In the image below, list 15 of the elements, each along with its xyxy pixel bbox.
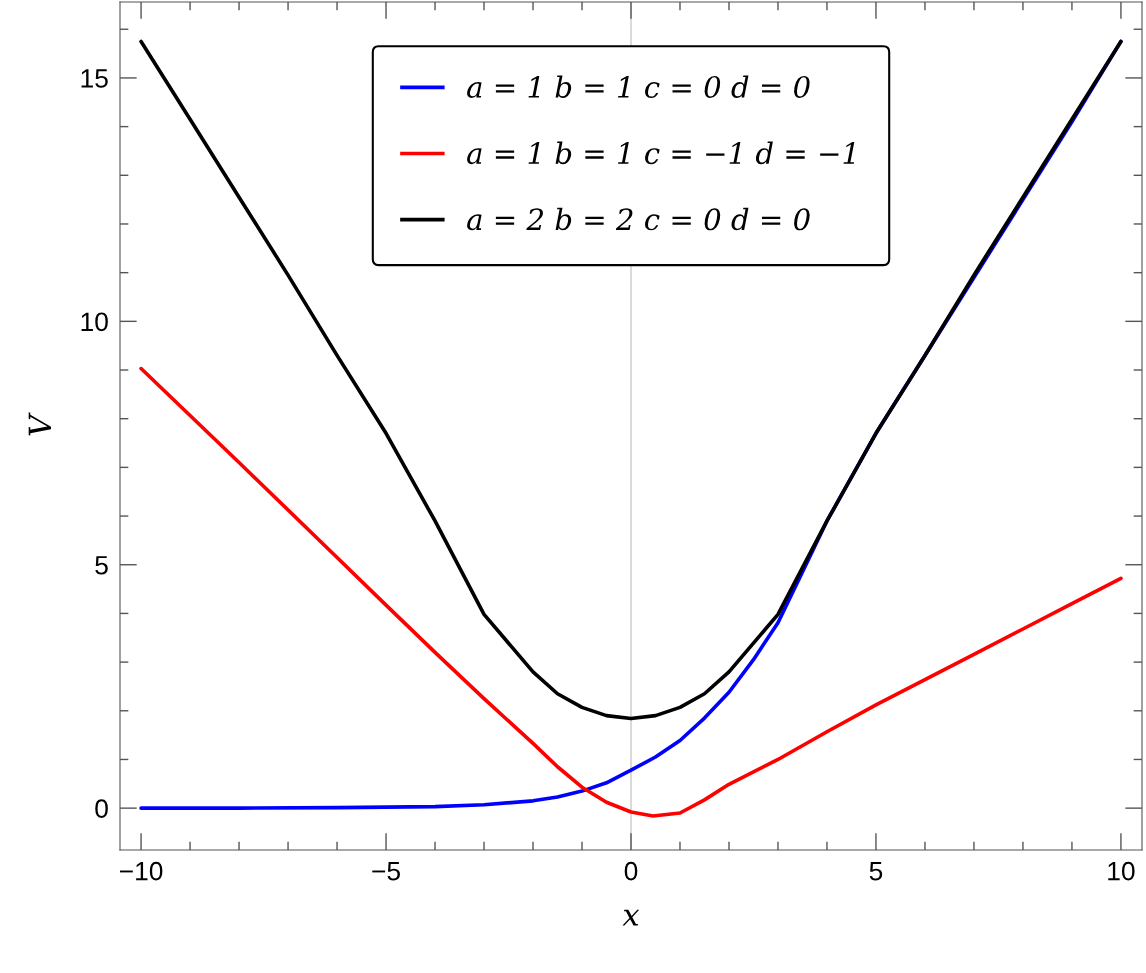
x-tick-label: 0 bbox=[624, 861, 638, 881]
y-axis-title: V bbox=[28, 412, 51, 436]
x-tick-label: 5 bbox=[869, 862, 883, 881]
x-tick-label: −10 bbox=[119, 861, 163, 881]
line-series bbox=[139, 366, 1123, 818]
legend-label: a = 1 b = 1 c = −1 d = −1 bbox=[467, 141, 855, 165]
y-tick-label: 0 bbox=[95, 799, 108, 818]
y-tick-label: 5 bbox=[95, 556, 108, 575]
y-tick-label: 10 bbox=[81, 312, 108, 332]
legend-label: a = 1 b = 1 c = 0 d = 0 bbox=[467, 75, 810, 99]
y-tick-label: 15 bbox=[81, 69, 108, 88]
legend-label: a = 2 b = 2 c = 0 d = 0 bbox=[467, 207, 810, 231]
x-tick-label: −5 bbox=[372, 862, 400, 881]
x-tick-label: 10 bbox=[1108, 861, 1135, 881]
x-axis-title: x bbox=[622, 909, 640, 926]
